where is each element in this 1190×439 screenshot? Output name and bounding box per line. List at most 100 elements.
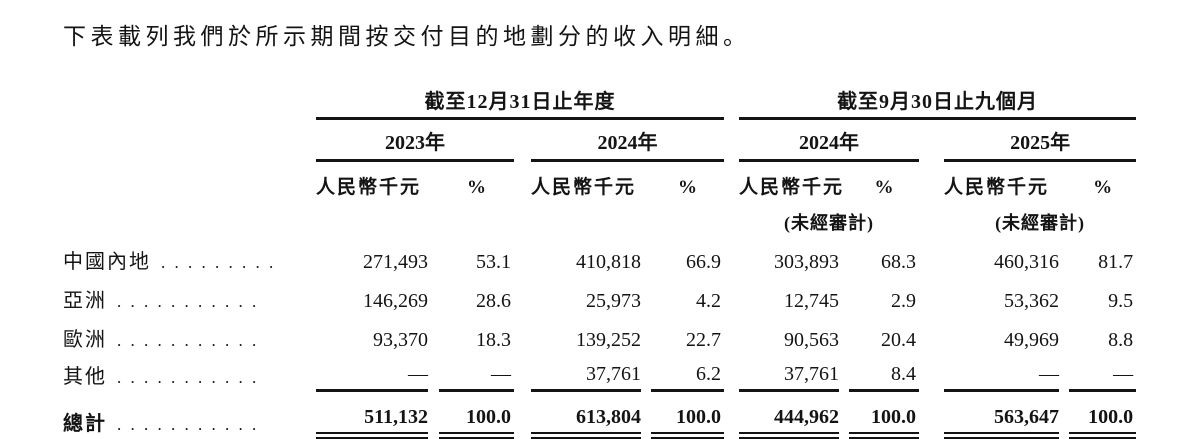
total-amount-cell: 511,132	[316, 392, 428, 439]
percent-cell: 18.3	[476, 329, 511, 351]
percent-cell: 4.2	[696, 290, 722, 312]
dot-leader: . . . . . . . . . . .	[117, 368, 259, 387]
gap-cell	[428, 162, 439, 202]
amount-cell: 37,761	[531, 355, 641, 392]
amount-cell: 139,252	[576, 329, 641, 351]
amount-header: 人民幣千元	[531, 177, 637, 198]
spacer-cell	[514, 392, 531, 439]
year-2023: 2023年	[316, 120, 514, 162]
total-amount-cell: 444,962	[739, 392, 840, 439]
spacer-cell	[724, 162, 739, 202]
percent-cell: 81.7	[1098, 251, 1134, 273]
dot-leader: . . . . . . . . .	[161, 253, 276, 272]
amount-cell: 49,969	[1004, 329, 1060, 351]
prospectus-page: { "page": { "intro": "下表載列我們於所示期間按交付目的地劃…	[63, 24, 1137, 439]
gap-cell	[1059, 162, 1069, 202]
percent-header: %	[1093, 177, 1113, 198]
gap-cell	[641, 237, 651, 277]
percent-cell: 6.2	[651, 355, 725, 392]
gap-cell	[428, 237, 439, 277]
row-label: 歐洲 . . . . . . . . . . .	[63, 316, 316, 355]
spacer-cell	[919, 277, 944, 316]
spacer-cell	[514, 120, 531, 162]
spacer-cell	[724, 84, 739, 120]
table-row-others: 其他 . . . . . . . . . . . — — 37,761 6.2 3…	[63, 355, 1137, 392]
row-label: 其他 . . . . . . . . . . .	[63, 355, 316, 392]
spacer-cell	[514, 316, 531, 355]
spacer-cell	[724, 237, 739, 277]
percent-header: %	[874, 177, 894, 198]
gap-cell	[1059, 392, 1069, 439]
total-amount-cell: 563,647	[944, 392, 1060, 439]
amount-header: 人民幣千元	[316, 177, 422, 198]
gap-cell	[839, 277, 849, 316]
percent-cell: 8.8	[1108, 329, 1134, 351]
table-row-mainland-china: 中國內地 . . . . . . . . . 271,493 53.1 410,8…	[63, 237, 1136, 277]
amount-cell: 37,761	[739, 355, 840, 392]
spacer-cell	[919, 120, 944, 162]
spacer-cell	[514, 277, 531, 316]
empty-cell	[531, 202, 724, 237]
empty-cell	[316, 202, 514, 237]
gap-cell	[428, 277, 439, 316]
gap-cell	[641, 392, 651, 439]
amount-cell: 271,493	[363, 251, 428, 273]
total-percent-cell: 100.0	[849, 392, 920, 439]
year-2024: 2024年	[531, 120, 725, 162]
amount-cell: 303,893	[774, 251, 840, 273]
unaudited-note: (未經審計)	[995, 213, 1086, 233]
percent-cell: 53.1	[476, 251, 511, 273]
gap-cell	[839, 392, 849, 439]
percent-cell: 22.7	[686, 329, 722, 351]
spacer-cell	[724, 392, 739, 439]
gap-cell	[641, 277, 651, 316]
gap-cell	[641, 162, 651, 202]
amount-cell: 93,370	[373, 329, 428, 351]
amount-cell: —	[944, 355, 1060, 392]
row-label: 總計 . . . . . . . . . . .	[63, 392, 316, 439]
percent-cell: 68.3	[881, 251, 917, 273]
total-amount-cell: 613,804	[531, 392, 641, 439]
row-label: 中國內地 . . . . . . . . .	[63, 237, 316, 277]
spacer-cell	[514, 162, 531, 202]
gap-cell	[1059, 237, 1069, 277]
gap-cell	[428, 355, 439, 392]
period-group-fy: 截至12月31日止年度	[316, 84, 725, 120]
spacer-cell	[919, 202, 944, 237]
percent-header: %	[467, 177, 486, 198]
row-label-text: 亞洲	[63, 290, 107, 312]
unaudited-note-row: (未經審計) (未經審計)	[63, 202, 1136, 237]
gap-cell	[1059, 355, 1069, 392]
gap-cell	[641, 316, 651, 355]
spacer-cell	[724, 355, 739, 392]
spacer-cell	[919, 392, 944, 439]
percent-cell: 66.9	[686, 251, 722, 273]
gap-cell	[1059, 277, 1069, 316]
percent-cell: 28.6	[476, 290, 511, 312]
spacer-cell	[724, 277, 739, 316]
row-label-text: 總計	[63, 413, 107, 435]
column-header-row: 人民幣千元 % 人民幣千元 % 人民幣千元 % 人民幣千元 %	[63, 162, 1136, 202]
gap-cell	[641, 355, 651, 392]
dot-leader: . . . . . . . . . . .	[117, 415, 259, 434]
row-label-text: 其他	[63, 366, 107, 388]
row-label-text: 中國內地	[63, 251, 151, 273]
table-row-asia: 亞洲 . . . . . . . . . . . 146,269 28.6 25,…	[63, 277, 1136, 316]
gap-cell	[839, 355, 849, 392]
spacer-cell	[919, 316, 944, 355]
gap-cell	[1059, 316, 1069, 355]
empty-cell	[63, 202, 316, 237]
period-group-row: 截至12月31日止年度 截至9月30日止九個月	[63, 84, 1137, 120]
percent-cell: 8.4	[849, 355, 920, 392]
spacer-cell	[919, 355, 944, 392]
amount-cell: 90,563	[784, 329, 840, 351]
gap-cell	[839, 316, 849, 355]
percent-cell: 2.9	[891, 290, 917, 312]
spacer-cell	[514, 237, 531, 277]
percent-cell: 20.4	[881, 329, 917, 351]
amount-header: 人民幣千元	[739, 177, 845, 198]
amount-cell: 53,362	[1004, 290, 1060, 312]
amount-cell: 410,818	[576, 251, 641, 273]
total-percent-cell: 100.0	[1069, 392, 1137, 439]
empty-cell	[63, 84, 316, 120]
